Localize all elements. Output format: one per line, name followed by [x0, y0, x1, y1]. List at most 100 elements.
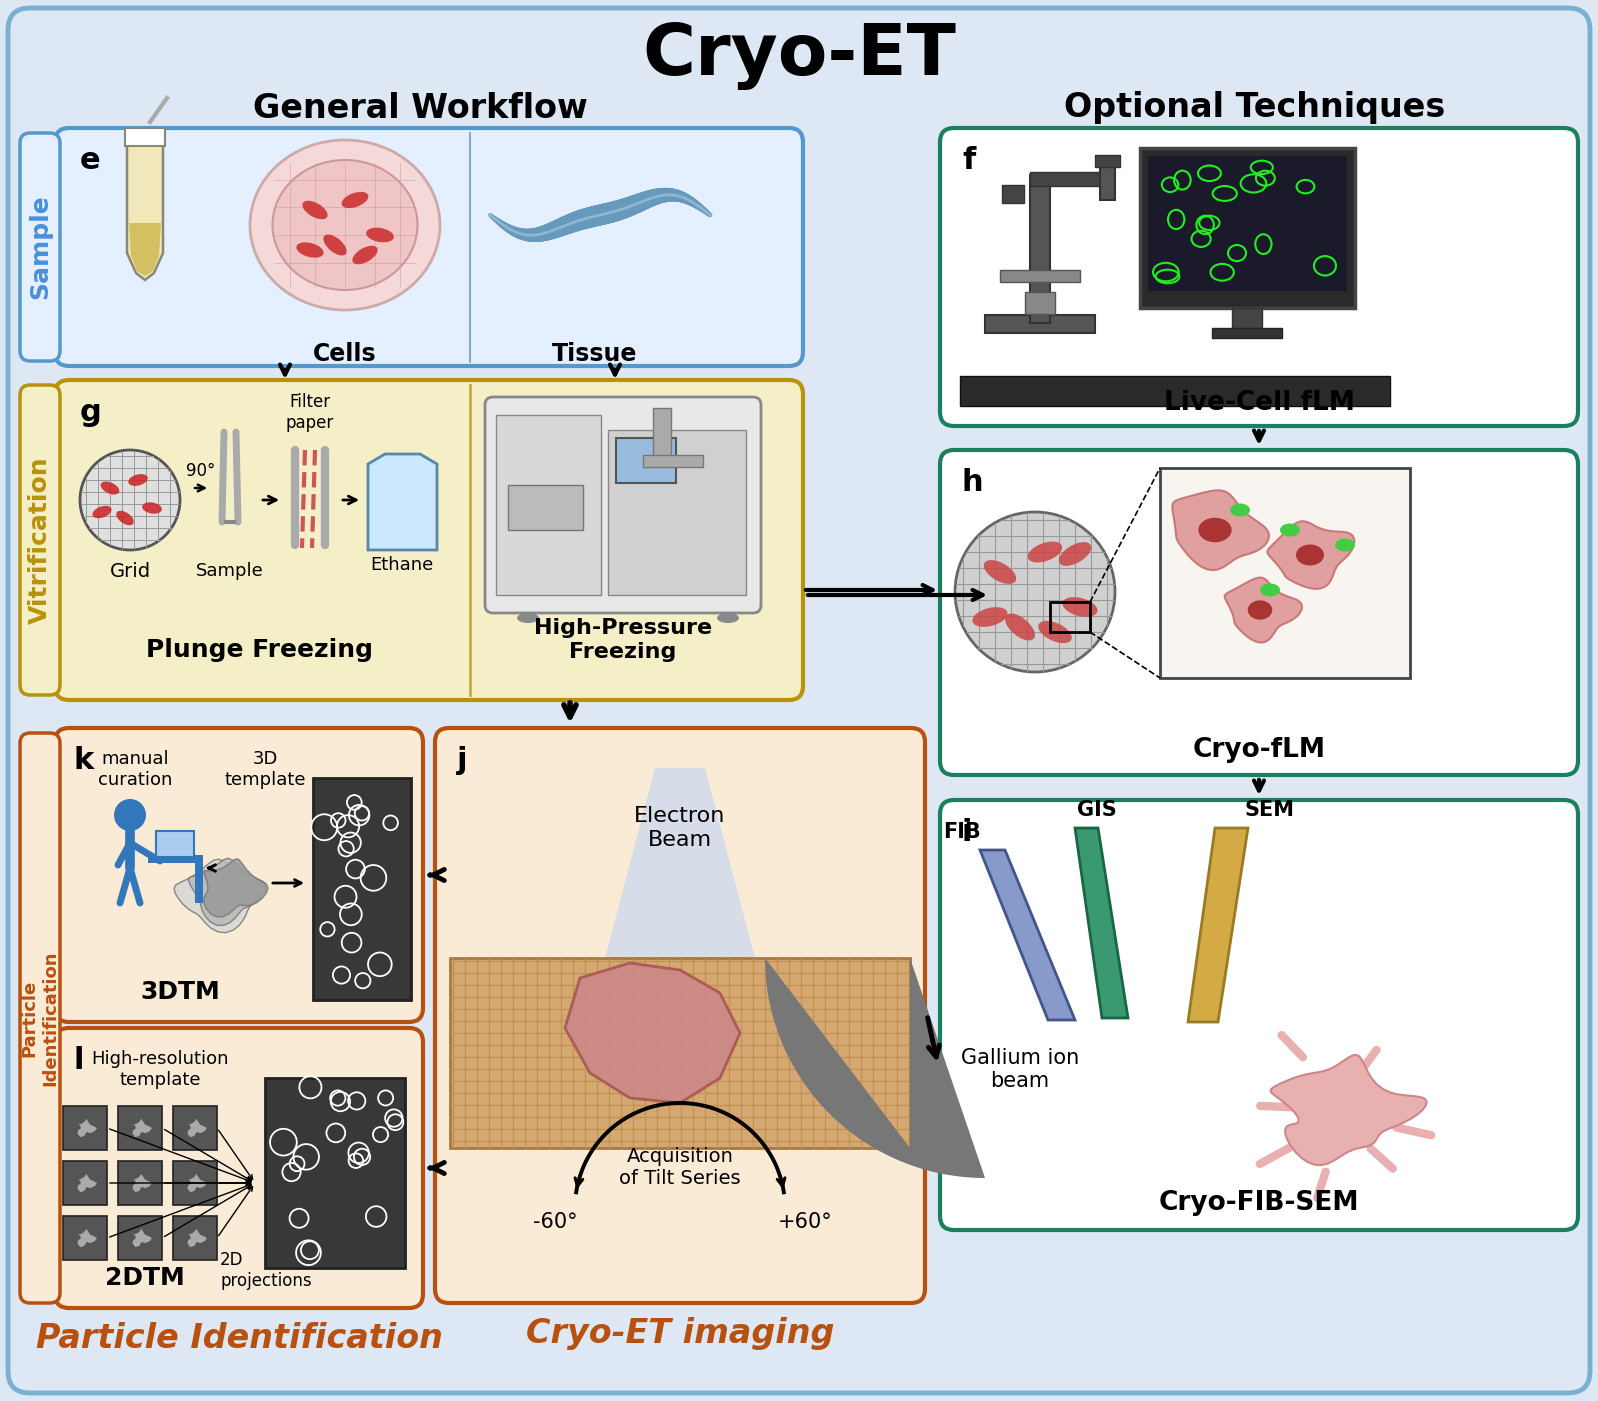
FancyBboxPatch shape — [54, 1028, 423, 1309]
Bar — [313, 778, 411, 1000]
Ellipse shape — [1005, 614, 1036, 640]
Ellipse shape — [93, 506, 112, 518]
Ellipse shape — [1259, 583, 1280, 597]
Text: GIS: GIS — [1077, 800, 1117, 820]
Text: Cryo-fLM: Cryo-fLM — [1192, 737, 1325, 764]
Ellipse shape — [1063, 597, 1098, 616]
Polygon shape — [133, 1229, 152, 1247]
FancyBboxPatch shape — [435, 729, 925, 1303]
Bar — [1160, 468, 1409, 678]
Text: +60°: +60° — [778, 1212, 833, 1231]
Text: h: h — [962, 468, 984, 497]
Text: l: l — [74, 1047, 83, 1075]
Bar — [451, 958, 909, 1147]
Bar — [1099, 160, 1115, 200]
Polygon shape — [606, 768, 754, 958]
Bar — [607, 430, 746, 595]
FancyBboxPatch shape — [21, 385, 61, 695]
Polygon shape — [205, 859, 268, 916]
Ellipse shape — [973, 607, 1008, 626]
FancyBboxPatch shape — [54, 729, 423, 1021]
Text: f: f — [962, 146, 975, 175]
Bar — [1139, 149, 1355, 308]
Text: 3D
template: 3D template — [224, 750, 305, 789]
Ellipse shape — [1198, 518, 1232, 542]
Text: Cryo-ET: Cryo-ET — [642, 21, 956, 90]
Polygon shape — [1075, 828, 1128, 1019]
Bar — [654, 408, 671, 458]
Ellipse shape — [249, 140, 439, 310]
FancyBboxPatch shape — [940, 127, 1577, 426]
Text: Acquisition
of Tilt Series: Acquisition of Tilt Series — [618, 1147, 741, 1188]
Polygon shape — [1270, 1055, 1427, 1166]
Ellipse shape — [366, 228, 393, 242]
Ellipse shape — [518, 614, 539, 623]
Bar — [1095, 156, 1120, 167]
FancyBboxPatch shape — [486, 396, 761, 614]
Ellipse shape — [1248, 601, 1272, 619]
Text: Live-Cell fLM: Live-Cell fLM — [1163, 389, 1355, 416]
Bar — [62, 1161, 107, 1205]
Bar — [265, 1077, 404, 1268]
Bar — [508, 485, 583, 530]
Polygon shape — [368, 454, 436, 551]
Polygon shape — [187, 1174, 208, 1192]
Bar — [173, 1161, 217, 1205]
Text: Grid: Grid — [109, 562, 150, 581]
Text: Particle Identification: Particle Identification — [35, 1321, 443, 1355]
Text: High-resolution
template: High-resolution template — [91, 1049, 229, 1089]
Text: Vitrification: Vitrification — [29, 457, 53, 623]
FancyBboxPatch shape — [8, 8, 1590, 1393]
Ellipse shape — [1028, 542, 1063, 562]
Ellipse shape — [1230, 503, 1250, 517]
Bar — [118, 1161, 161, 1205]
Text: e: e — [80, 146, 101, 175]
Polygon shape — [77, 1174, 97, 1192]
Text: k: k — [74, 745, 93, 775]
Bar — [1024, 291, 1055, 314]
Text: 3DTM: 3DTM — [141, 981, 221, 1005]
Ellipse shape — [302, 200, 328, 220]
Polygon shape — [77, 1229, 97, 1247]
Text: Filter
paper: Filter paper — [286, 394, 334, 432]
FancyBboxPatch shape — [21, 133, 61, 361]
Text: i: i — [962, 818, 973, 848]
Ellipse shape — [117, 511, 134, 525]
Bar — [495, 415, 601, 595]
Polygon shape — [129, 223, 161, 276]
Polygon shape — [77, 1119, 97, 1138]
Ellipse shape — [353, 245, 377, 265]
Polygon shape — [187, 1229, 208, 1247]
FancyBboxPatch shape — [940, 800, 1577, 1230]
FancyBboxPatch shape — [940, 450, 1577, 775]
Polygon shape — [174, 859, 262, 933]
Bar — [960, 375, 1390, 406]
Bar — [1031, 172, 1111, 186]
Text: High-Pressure
Freezing: High-Pressure Freezing — [534, 618, 713, 661]
Bar — [1002, 185, 1024, 203]
Bar — [984, 315, 1095, 333]
Polygon shape — [980, 850, 1075, 1020]
Text: Electron
Beam: Electron Beam — [634, 807, 725, 849]
Ellipse shape — [718, 614, 738, 623]
Text: Cells: Cells — [313, 342, 377, 366]
Text: Sample: Sample — [197, 562, 264, 580]
Text: Particle
Identification: Particle Identification — [21, 950, 59, 1086]
Polygon shape — [133, 1174, 152, 1192]
Text: Gallium ion
beam: Gallium ion beam — [960, 1048, 1079, 1091]
Bar — [1232, 308, 1262, 331]
Ellipse shape — [1296, 545, 1325, 566]
Polygon shape — [566, 962, 740, 1103]
Ellipse shape — [984, 560, 1016, 584]
Text: -60°: -60° — [532, 1212, 577, 1231]
Polygon shape — [1267, 521, 1354, 588]
Bar — [173, 1216, 217, 1259]
Text: 2D
projections: 2D projections — [221, 1251, 312, 1290]
FancyBboxPatch shape — [21, 733, 61, 1303]
Bar — [1147, 156, 1347, 291]
Polygon shape — [187, 1119, 208, 1138]
Text: FIB: FIB — [943, 822, 981, 842]
Bar — [615, 439, 676, 483]
Polygon shape — [133, 1119, 152, 1138]
Text: 90°: 90° — [187, 462, 216, 481]
